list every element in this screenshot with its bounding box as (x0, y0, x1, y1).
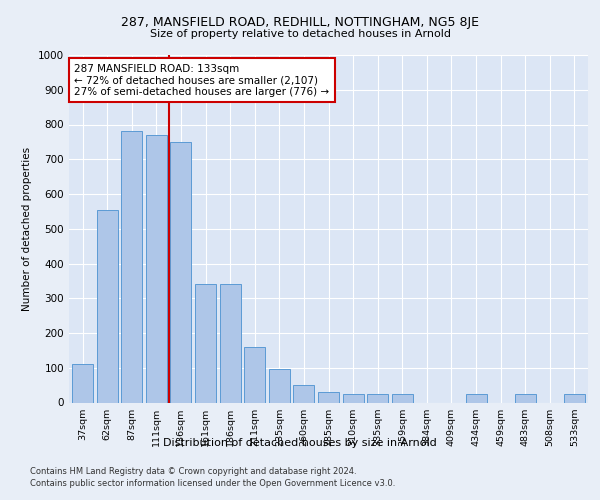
Text: Contains public sector information licensed under the Open Government Licence v3: Contains public sector information licen… (30, 478, 395, 488)
Bar (466, 394, 487, 402)
Bar (392, 394, 413, 402)
Y-axis label: Number of detached properties: Number of detached properties (22, 146, 32, 311)
Text: Size of property relative to detached houses in Arnold: Size of property relative to detached ho… (149, 29, 451, 39)
Bar (146, 135, 167, 402)
Bar (195, 284, 216, 403)
Bar (170, 142, 191, 403)
Text: Contains HM Land Registry data © Crown copyright and database right 2024.: Contains HM Land Registry data © Crown c… (30, 468, 356, 476)
Bar (564, 394, 585, 402)
Text: Distribution of detached houses by size in Arnold: Distribution of detached houses by size … (163, 438, 437, 448)
Text: 287, MANSFIELD ROAD, REDHILL, NOTTINGHAM, NG5 8JE: 287, MANSFIELD ROAD, REDHILL, NOTTINGHAM… (121, 16, 479, 29)
Bar (121, 132, 142, 402)
Bar (97, 210, 118, 402)
Bar (515, 394, 536, 402)
Text: 287 MANSFIELD ROAD: 133sqm
← 72% of detached houses are smaller (2,107)
27% of s: 287 MANSFIELD ROAD: 133sqm ← 72% of deta… (74, 64, 329, 97)
Bar (244, 347, 265, 403)
Bar (269, 370, 290, 402)
Bar (72, 364, 93, 403)
Bar (343, 394, 364, 402)
Bar (318, 392, 339, 402)
Bar (367, 394, 388, 402)
Bar (220, 284, 241, 403)
Bar (293, 385, 314, 402)
